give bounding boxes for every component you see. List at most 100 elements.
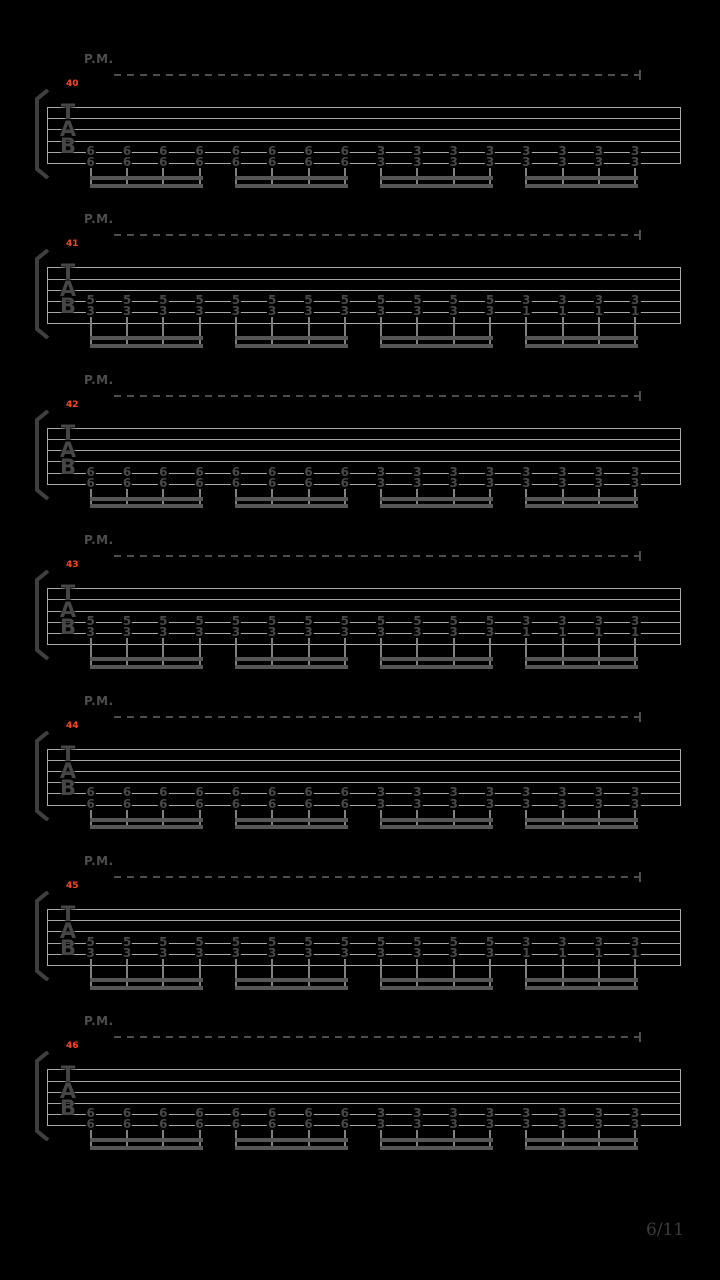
tab-system: P.M. 43 T A B 5 3 5 3 5 3 5 3 5 3 5 3 5 3 5 3 5 3 5 3 5 3 5 3 3 1 3 1 3 1 3… — [0, 529, 720, 689]
tab-clef-letter: A — [59, 437, 77, 462]
fret-number: 3 — [448, 155, 459, 169]
fret-number: 5 — [339, 613, 350, 628]
tab-clef-letter: A — [59, 758, 77, 783]
staff-line — [47, 1091, 680, 1093]
note-beam — [89, 664, 203, 669]
fret-number: 3 — [303, 624, 314, 639]
note-stem — [89, 957, 92, 990]
fret-number: 3 — [557, 143, 568, 158]
fret-number: 6 — [267, 155, 278, 169]
fret-number: 6 — [121, 785, 133, 800]
note-beam — [234, 985, 348, 990]
note-stem — [561, 957, 564, 990]
fret-number: 3 — [484, 624, 496, 639]
note-beam — [380, 1145, 493, 1150]
note-stem — [162, 957, 165, 990]
fret-number: 3 — [593, 464, 605, 479]
note-beam — [380, 664, 493, 669]
staff-line — [47, 748, 680, 750]
fret-number: 3 — [375, 1117, 387, 1132]
fret-number: 3 — [593, 1106, 605, 1121]
fret-number: 6 — [85, 1106, 96, 1121]
barline-end — [680, 1069, 681, 1127]
note-stem — [380, 316, 383, 348]
fret-number: 5 — [85, 292, 96, 307]
staff-line — [47, 920, 680, 922]
fret-number: 6 — [194, 796, 205, 811]
staff-line — [47, 909, 680, 910]
fret-number: 6 — [303, 1106, 314, 1121]
fret-number: 3 — [303, 304, 314, 319]
note-beam — [234, 496, 348, 501]
note-stem — [162, 636, 165, 669]
note-stem — [634, 636, 637, 669]
note-stem — [416, 636, 419, 669]
fret-number: 5 — [412, 613, 423, 628]
staff-line — [47, 1114, 680, 1116]
staff-line — [47, 1102, 680, 1104]
note-beam — [380, 978, 493, 982]
fret-number: 3 — [121, 304, 133, 319]
note-beam — [234, 176, 348, 180]
fret-number: 6 — [339, 143, 350, 158]
note-beam — [380, 1138, 493, 1143]
fret-number: 3 — [521, 464, 532, 479]
note-beam — [89, 978, 203, 982]
note-beam — [234, 1145, 348, 1150]
fret-number: 1 — [630, 624, 641, 639]
fret-number: 6 — [85, 785, 96, 800]
note-stem — [234, 636, 237, 669]
fret-number: 1 — [557, 624, 568, 639]
fret-number: 3 — [557, 292, 568, 307]
note-stem — [89, 316, 92, 348]
barline-start — [47, 107, 48, 164]
tab-clef-letter: T — [60, 420, 76, 445]
fret-number: 3 — [484, 475, 496, 490]
fret-number: 3 — [375, 785, 387, 800]
fret-number: 6 — [194, 464, 205, 479]
fret-number: 3 — [448, 1106, 459, 1121]
note-stem — [416, 316, 419, 348]
palm-mute-end-tick — [639, 551, 641, 562]
fret-number: 3 — [521, 292, 532, 307]
note-stem — [343, 316, 346, 348]
fret-number: 3 — [158, 304, 169, 319]
fret-number: 3 — [375, 143, 387, 158]
staff-line — [47, 770, 680, 772]
fret-number: 3 — [448, 945, 459, 960]
fret-number: 6 — [230, 155, 242, 169]
note-beam — [380, 504, 493, 509]
fret-number: 6 — [194, 1117, 205, 1132]
fret-number: 3 — [267, 304, 278, 319]
barline-end — [680, 909, 681, 966]
palm-mute-label: P.M. — [84, 52, 114, 66]
note-beam — [380, 985, 493, 990]
staff-line — [47, 289, 680, 291]
fret-number: 6 — [230, 464, 242, 479]
fret-number: 3 — [593, 292, 605, 307]
barline-start — [47, 748, 48, 806]
note-beam — [380, 825, 493, 830]
note-stem — [452, 957, 455, 990]
tab-clef-letter: T — [60, 100, 76, 124]
palm-mute-dash-line — [114, 555, 640, 558]
fret-number: 6 — [158, 1106, 169, 1121]
fret-number: 1 — [521, 624, 532, 639]
fret-number: 6 — [230, 143, 242, 158]
palm-mute-dash-line — [114, 74, 640, 76]
note-stem — [343, 957, 346, 990]
fret-number: 3 — [85, 945, 96, 960]
palm-mute-end-tick — [639, 390, 641, 401]
fret-number: 6 — [339, 155, 350, 169]
note-beam — [89, 504, 203, 509]
fret-number: 3 — [448, 464, 459, 479]
fret-number: 5 — [158, 613, 169, 628]
barline-end — [680, 588, 681, 646]
fret-number: 5 — [121, 934, 133, 949]
note-beam — [89, 336, 203, 341]
fret-number: 3 — [121, 624, 133, 639]
fret-number: 6 — [121, 796, 133, 811]
barline-end — [680, 427, 681, 485]
